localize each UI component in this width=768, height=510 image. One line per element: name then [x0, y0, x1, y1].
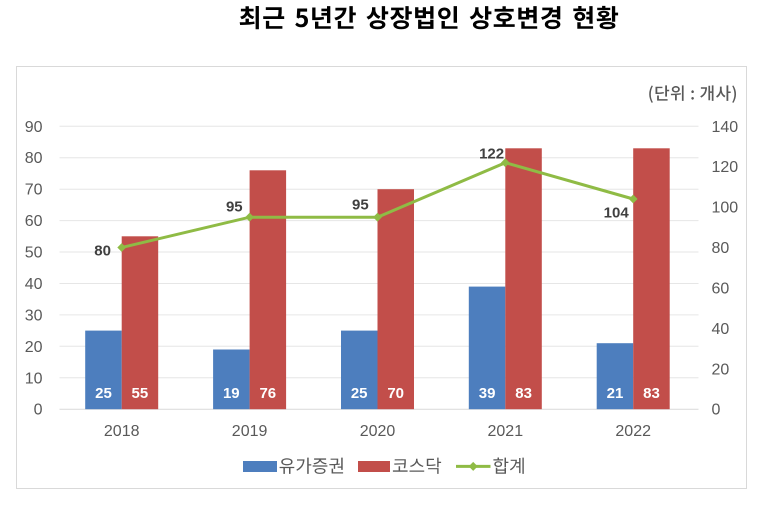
- svg-text:83: 83: [643, 385, 660, 402]
- svg-text:95: 95: [352, 196, 369, 213]
- svg-text:104: 104: [604, 205, 630, 222]
- svg-text:80: 80: [94, 243, 111, 260]
- svg-text:2020: 2020: [360, 423, 396, 440]
- svg-text:140: 140: [712, 119, 739, 136]
- svg-text:10: 10: [25, 370, 43, 387]
- svg-text:2022: 2022: [615, 423, 651, 440]
- svg-text:70: 70: [387, 385, 404, 402]
- svg-text:2018: 2018: [104, 423, 140, 440]
- svg-text:60: 60: [712, 281, 730, 298]
- svg-text:100: 100: [712, 200, 739, 217]
- svg-text:40: 40: [25, 276, 43, 293]
- svg-text:60: 60: [25, 213, 43, 230]
- svg-text:95: 95: [226, 199, 243, 216]
- svg-text:2021: 2021: [488, 423, 524, 440]
- svg-text:0: 0: [712, 402, 721, 419]
- svg-text:76: 76: [259, 385, 276, 402]
- svg-text:20: 20: [25, 339, 43, 356]
- svg-text:55: 55: [132, 385, 149, 402]
- svg-text:39: 39: [479, 385, 496, 402]
- svg-text:19: 19: [223, 385, 240, 402]
- svg-text:50: 50: [25, 245, 43, 262]
- svg-text:120: 120: [712, 159, 739, 176]
- svg-text:70: 70: [25, 182, 43, 199]
- svg-text:90: 90: [25, 119, 43, 136]
- svg-text:20: 20: [712, 361, 730, 378]
- svg-text:21: 21: [607, 385, 624, 402]
- svg-text:40: 40: [712, 321, 730, 338]
- svg-text:122: 122: [479, 146, 504, 163]
- svg-text:80: 80: [25, 150, 43, 167]
- svg-text:25: 25: [351, 385, 368, 402]
- svg-text:80: 80: [712, 240, 730, 257]
- svg-text:30: 30: [25, 307, 43, 324]
- svg-text:0: 0: [34, 402, 43, 419]
- svg-text:25: 25: [95, 385, 112, 402]
- svg-text:2019: 2019: [232, 423, 268, 440]
- svg-text:83: 83: [515, 385, 532, 402]
